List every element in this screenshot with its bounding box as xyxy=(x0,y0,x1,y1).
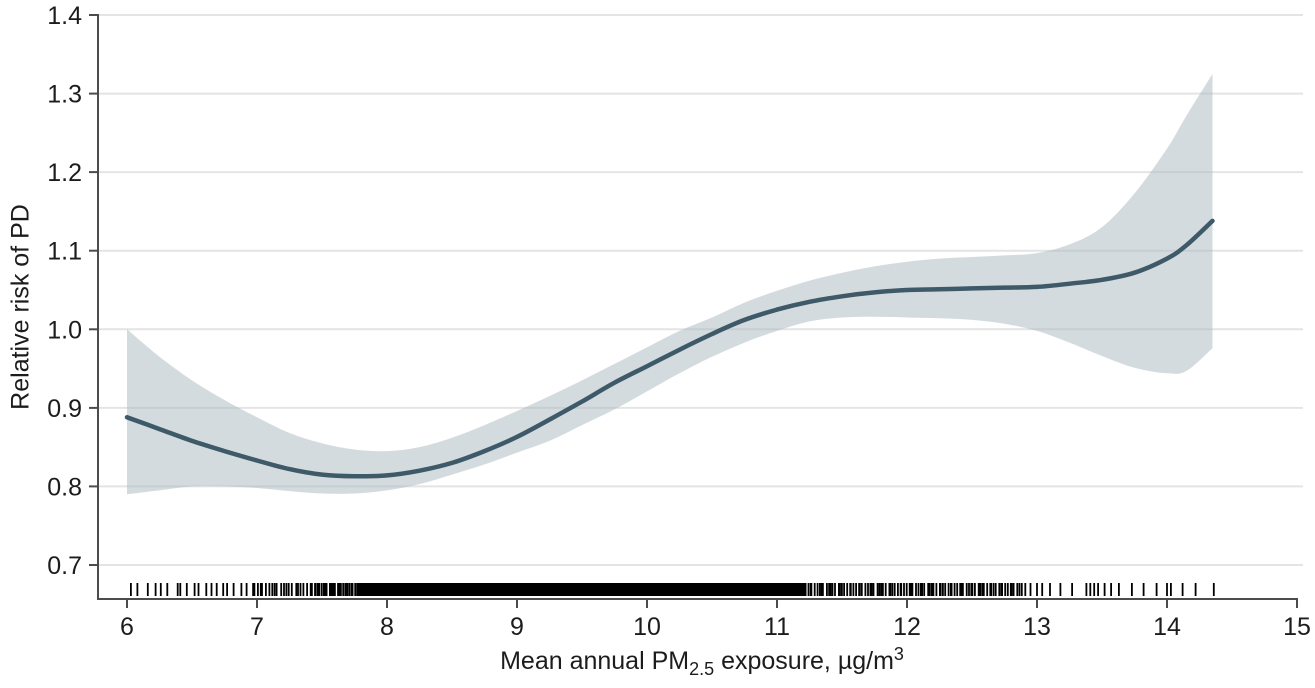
x-axis-title-middle: exposure, µg/m xyxy=(714,647,894,675)
rug-plot xyxy=(129,583,1215,596)
x-tick-label: 13 xyxy=(1023,613,1051,641)
x-tick-label: 7 xyxy=(250,613,264,641)
x-tick-label: 12 xyxy=(893,613,921,641)
x-tick-labels: 6 7 8 9 10 11 12 13 14 15 xyxy=(120,613,1311,641)
x-axis-title: Mean annual PM2.5 exposure, µg/m3 xyxy=(500,644,904,680)
y-tick-label: 1.4 xyxy=(47,2,82,30)
y-tick-label: 0.7 xyxy=(47,552,82,580)
risk-curve xyxy=(124,218,1215,479)
y-tick-label: 1.2 xyxy=(47,159,82,187)
x-tick-label: 11 xyxy=(764,613,790,641)
y-tick-labels: 0.7 0.8 0.9 1.0 1.1 1.2 1.3 1.4 xyxy=(47,2,82,580)
y-tick-label: 0.9 xyxy=(47,395,82,423)
x-tick-label: 10 xyxy=(633,613,661,641)
y-tick-label: 1.1 xyxy=(47,238,82,266)
x-tick-label: 6 xyxy=(120,613,134,641)
x-axis-title-subscript: 2.5 xyxy=(689,659,715,679)
y-tick-label: 1.0 xyxy=(47,316,82,344)
x-axis-title-prefix: Mean annual PM xyxy=(500,647,690,675)
x-axis-title-superscript: 3 xyxy=(893,644,904,664)
x-tick-label: 14 xyxy=(1153,613,1181,641)
x-tick-label: 8 xyxy=(380,613,394,641)
x-tick-label: 9 xyxy=(510,613,524,641)
y-tick-label: 1.3 xyxy=(47,81,82,109)
y-axis-title: Relative risk of PD xyxy=(6,204,35,410)
x-tick-label: 15 xyxy=(1283,613,1311,641)
axes xyxy=(89,14,1298,608)
risk-curve-line xyxy=(124,218,1215,479)
rug-solid-band xyxy=(358,583,806,596)
y-tick-label: 0.8 xyxy=(47,473,82,501)
